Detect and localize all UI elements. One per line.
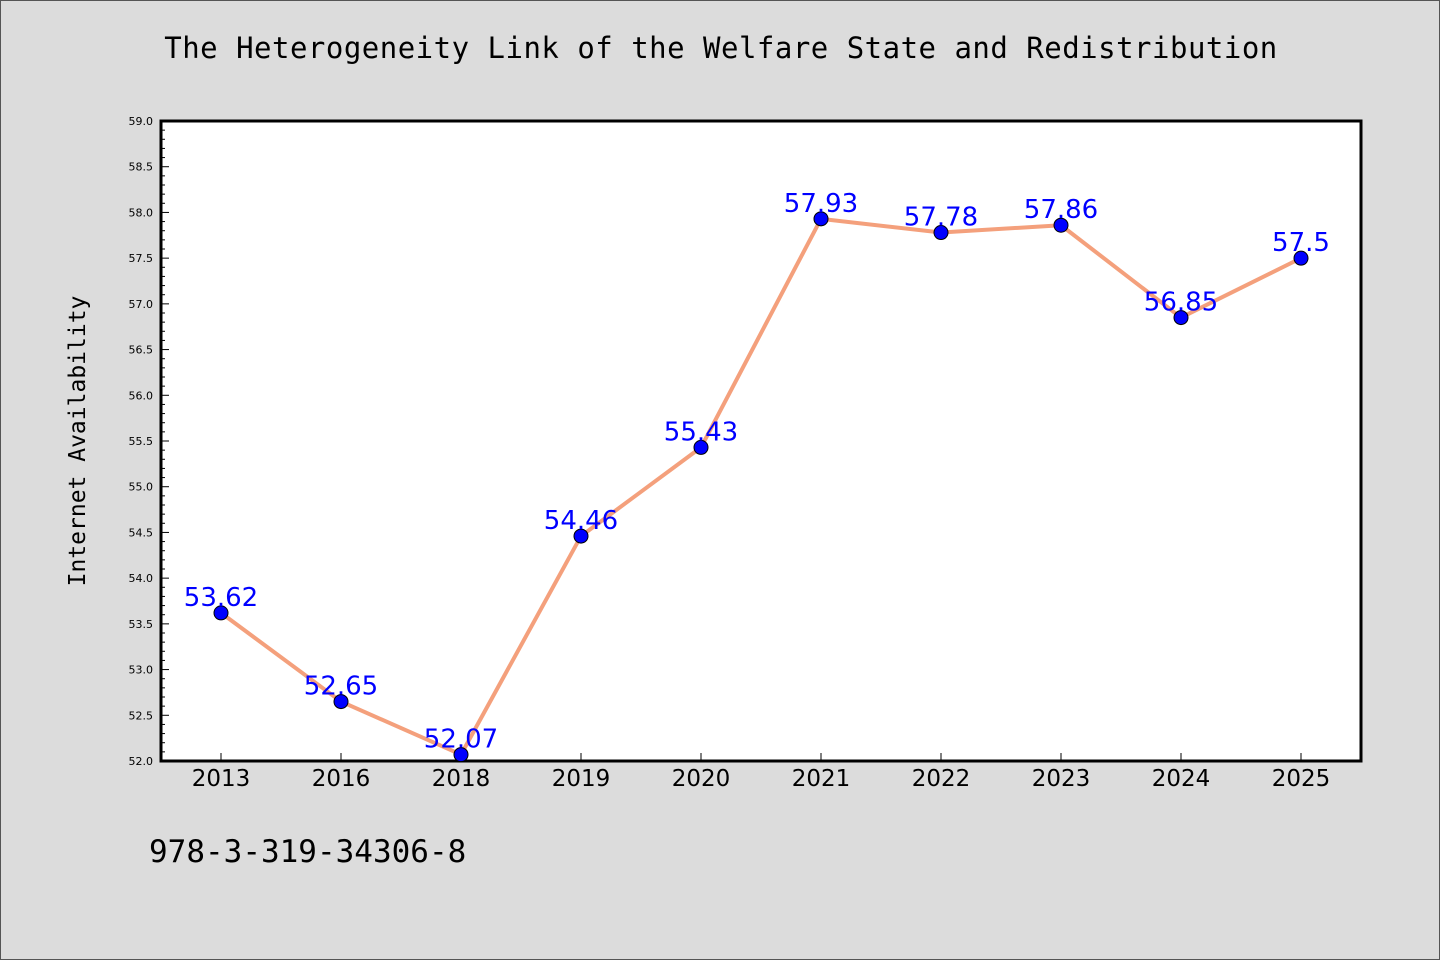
x-axis: 2013 2016 2018 2019 2020 2021 2022 2023 2024 2025: [192, 753, 1331, 792]
data-point: [573, 528, 589, 544]
series-group: 53.62 52.65 52.07 54.46 55.43 57.93 57.78 57.86…: [184, 189, 1330, 763]
data-point: [933, 225, 949, 241]
data-label: 57.5: [1272, 228, 1330, 258]
x-tick-label: 2024: [1152, 766, 1211, 792]
y-tick-label: 59.0: [129, 115, 154, 128]
data-label: 53.62: [184, 583, 258, 613]
data-point: [1293, 250, 1309, 266]
data-point: [1053, 217, 1069, 233]
data-label: 52.65: [304, 672, 378, 702]
data-label: 57.78: [904, 203, 978, 233]
y-tick-label: 54.5: [129, 526, 154, 539]
x-tick-label: 2018: [432, 766, 491, 792]
x-tick-label: 2019: [552, 766, 611, 792]
y-tick-label: 54.0: [129, 572, 154, 585]
x-tick-label: 2020: [672, 766, 731, 792]
data-label: 54.46: [544, 506, 618, 536]
y-tick-label: 53.0: [129, 664, 154, 677]
y-tick-label: 58.5: [129, 161, 154, 174]
y-axis: 52.0 52.5 53.0 53.5 54.0 54.5 55.0 55.5 56.0 56.5…: [129, 115, 169, 768]
y-tick-label: 52.5: [129, 709, 154, 722]
x-tick-label: 2025: [1272, 766, 1331, 792]
data-label: 55.43: [664, 417, 738, 447]
data-label: 52.07: [424, 725, 498, 755]
data-label: 56.85: [1144, 288, 1218, 318]
data-point: [333, 694, 349, 710]
y-tick-label: 55.5: [129, 435, 154, 448]
x-tick-label: 2013: [192, 766, 251, 792]
chart-title: The Heterogeneity Link of the Welfare St…: [164, 31, 1278, 65]
data-point: [813, 211, 829, 227]
x-tick-label: 2016: [312, 766, 371, 792]
plot-area: [159, 119, 1363, 763]
y-tick-label: 57.5: [129, 252, 154, 265]
y-tick-label: 57.0: [129, 298, 154, 311]
x-tick-label: 2022: [912, 766, 971, 792]
y-tick-label: 56.5: [129, 344, 154, 357]
isbn-label: 978-3-319-34306-8: [149, 834, 467, 870]
y-tick-label: 53.5: [129, 618, 154, 631]
x-tick-label: 2021: [792, 766, 851, 792]
data-label: 57.86: [1024, 195, 1098, 225]
data-point: [693, 439, 709, 455]
x-tick-label: 2023: [1032, 766, 1091, 792]
data-point: [1173, 310, 1189, 326]
y-tick-label: 58.0: [129, 206, 154, 219]
y-tick-label: 52.0: [129, 755, 154, 768]
series-line: [219, 216, 1302, 757]
y-axis-label: Internet Availability: [65, 296, 91, 587]
data-point: [453, 747, 469, 763]
data-label: 57.93: [784, 189, 858, 219]
y-tick-label: 56.0: [129, 389, 154, 402]
data-point: [213, 605, 229, 621]
y-tick-label: 55.0: [129, 481, 154, 494]
